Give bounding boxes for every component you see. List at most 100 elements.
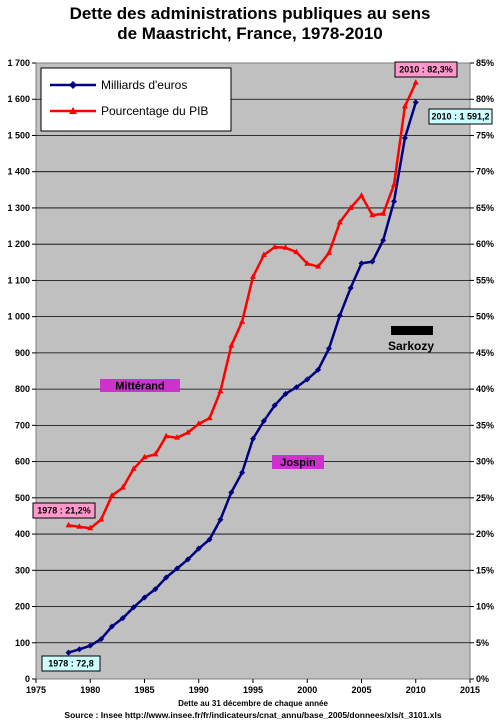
annotation-2010-pct-text: 2010 : 82,3% [399,65,453,75]
left-tick-label: 400 [15,529,30,539]
pct-point-1992 [217,387,224,394]
debt-point-1988 [174,565,181,572]
left-tick-label: 1 200 [7,239,30,249]
annotation-1978-pct: 1978 : 21,2% [32,502,96,519]
debt-point-1990 [195,545,202,552]
pct-point-1993 [228,342,235,348]
pct-point-2000 [304,260,311,266]
debt-point-1982 [108,623,115,630]
debt-point-2009 [401,135,408,142]
debt-point-1978 [65,649,72,656]
right-tick-label: 70% [476,167,494,177]
debt-point-2001 [315,366,322,373]
x-axis: 1975 1980 1985 1990 1995 2000 2005 2010 2015 [26,679,480,695]
annotation-2010-debt-box [428,108,493,125]
legend-label-pct: Pourcentage du PIB [101,104,208,118]
pct-point-2006 [369,211,376,218]
pct-point-1987 [163,432,170,439]
annotation-1978-debt-box [41,655,101,672]
debt-point-2000 [304,376,311,383]
source-note: Source : Insee http://www.insee.fr/fr/in… [64,710,441,720]
debt-point-2006 [369,258,376,265]
debt-point-1994 [239,469,246,476]
right-tick-label: 75% [476,130,494,140]
pct-point-1980 [87,524,94,531]
pct-point-1990 [195,420,202,426]
label-mitterand: Mittérand [100,379,180,392]
pct-point-2008 [391,181,398,187]
legend-marker-pct [69,107,77,114]
debt-point-2004 [347,285,354,292]
pct-point-1991 [206,414,213,421]
annotation-1978-pct-box [32,502,96,519]
debt-point-2007 [380,237,387,244]
annotations: 2010 : 82,3% 2010 : 1 591,2 1978 : 21,2% 19… [32,61,493,672]
chart-title: Dette des administrations publiques au s… [0,4,500,44]
debt-point-1981 [98,636,105,643]
label-jospin-text: Jospin [280,457,316,469]
pct-point-1988 [174,434,181,440]
pct-point-2001 [315,263,322,269]
debt-point-1997 [271,402,278,409]
label-mitterand-box [100,379,180,392]
right-tick-label: 0% [476,674,489,684]
pct-point-1989 [184,429,191,435]
legend-marker-debt [69,81,77,89]
debt-point-2005 [358,260,365,267]
debt-point-1999 [293,384,300,391]
pct-point-1996 [260,251,267,258]
debt-point-1991 [206,536,213,543]
pct-point-1982 [108,492,115,498]
label-jospin: Jospin [272,455,324,469]
annotation-1978-debt: 1978 : 72,8 [41,655,101,672]
right-axis: 0% 5% 10% 15% 20% 25% 30% 35% 40% 45% 50% 55% 60% 65%… [470,58,494,684]
pct-point-1994 [239,318,246,324]
left-tick-label: 700 [15,420,30,430]
x-tick-label: 2000 [297,685,317,695]
right-tick-label: 45% [476,348,494,358]
pct-point-2003 [336,218,343,225]
label-jospin-box [272,455,324,469]
chart-title-line-2: de Maastricht, France, 1978-2010 [117,24,383,43]
x-axis-label: Dette au 31 décembre de chaque année [178,699,328,708]
pct-point-1997 [271,243,278,250]
debt-point-2008 [391,198,398,205]
pct-point-1981 [98,516,105,522]
right-tick-label: 5% [476,638,489,648]
legend-box [40,67,232,132]
pct-point-1978 [65,521,72,528]
right-tick-label: 60% [476,239,494,249]
right-tick-label: 55% [476,275,494,285]
x-tick-label: 1990 [189,685,209,695]
debt-point-1980 [87,642,94,649]
left-tick-label: 900 [15,348,30,358]
chart-title-line-1: Dette des administrations publiques au s… [69,4,431,23]
debt-point-1987 [163,574,170,581]
pct-point-1999 [293,248,300,255]
label-sarkozy: Sarkozy [388,339,434,353]
pct-point-1983 [119,484,126,490]
debt-point-1995 [250,435,256,442]
left-tick-label: 500 [15,493,30,503]
right-tick-label: 50% [476,312,494,322]
pct-point-1979 [76,523,83,529]
left-tick-label: 1 700 [7,58,30,68]
pct-point-1984 [130,465,137,471]
left-tick-label: 1 600 [7,94,30,104]
pct-point-2004 [347,204,354,210]
annotation-2010-pct-box [394,61,458,78]
left-tick-label: 1 100 [7,275,30,285]
debt-point-1992 [217,516,224,523]
right-tick-label: 15% [476,565,494,575]
x-tick-label: 1980 [80,685,100,695]
pct-point-2009 [401,102,408,109]
left-tick-label: 0 [25,674,30,684]
right-tick-label: 35% [476,420,494,430]
annotation-2010-debt: 2010 : 1 591,2 [428,108,493,125]
debt-point-1983 [119,615,126,622]
x-tick-label: 2015 [460,685,480,695]
right-tick-label: 25% [476,493,494,503]
debt-point-1998 [282,390,289,397]
left-tick-label: 300 [15,565,30,575]
